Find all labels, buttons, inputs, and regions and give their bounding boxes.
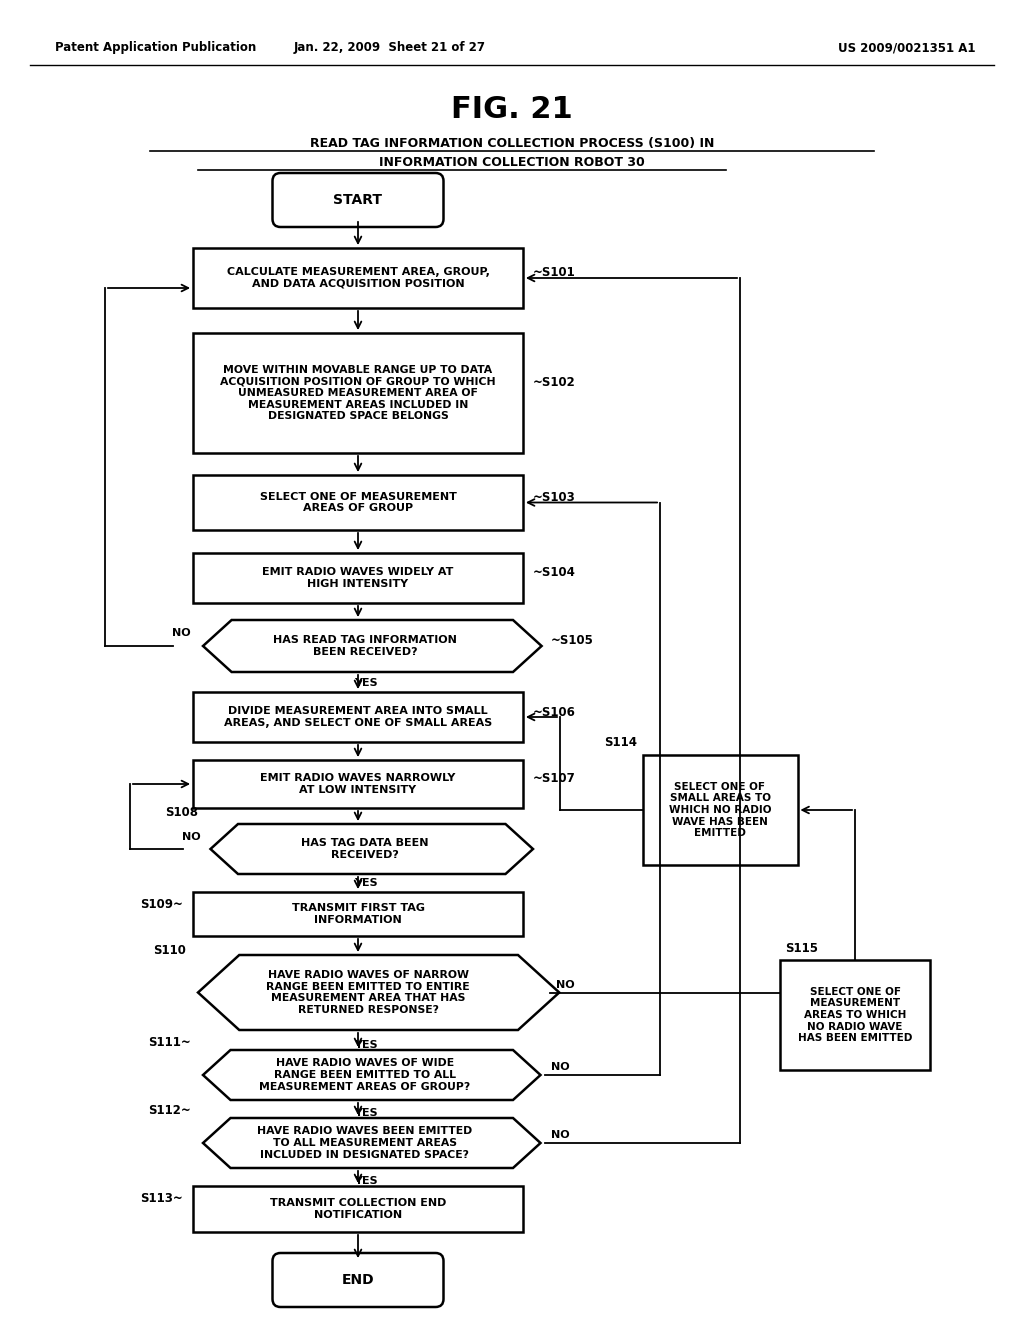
- Text: SELECT ONE OF MEASUREMENT
AREAS OF GROUP: SELECT ONE OF MEASUREMENT AREAS OF GROUP: [259, 492, 457, 513]
- Text: INFORMATION COLLECTION ROBOT 30: INFORMATION COLLECTION ROBOT 30: [379, 156, 645, 169]
- Text: US 2009/0021351 A1: US 2009/0021351 A1: [838, 41, 975, 54]
- FancyBboxPatch shape: [193, 760, 523, 808]
- Text: START: START: [334, 193, 383, 207]
- Text: S108: S108: [166, 805, 199, 818]
- Text: S112~: S112~: [148, 1104, 191, 1117]
- Text: ~S106: ~S106: [534, 705, 575, 718]
- FancyBboxPatch shape: [193, 333, 523, 453]
- FancyBboxPatch shape: [193, 892, 523, 936]
- Polygon shape: [203, 1049, 541, 1100]
- Text: HAS TAG DATA BEEN
RECEIVED?: HAS TAG DATA BEEN RECEIVED?: [301, 838, 429, 859]
- Text: CALCULATE MEASUREMENT AREA, GROUP,
AND DATA ACQUISITION POSITION: CALCULATE MEASUREMENT AREA, GROUP, AND D…: [226, 267, 489, 289]
- Text: NO: NO: [556, 979, 574, 990]
- Text: NO: NO: [551, 1130, 569, 1140]
- FancyBboxPatch shape: [193, 475, 523, 531]
- Text: HAVE RADIO WAVES OF NARROW
RANGE BEEN EMITTED TO ENTIRE
MEASUREMENT AREA THAT HA: HAVE RADIO WAVES OF NARROW RANGE BEEN EM…: [266, 970, 470, 1015]
- Text: Jan. 22, 2009  Sheet 21 of 27: Jan. 22, 2009 Sheet 21 of 27: [294, 41, 486, 54]
- Text: DIVIDE MEASUREMENT AREA INTO SMALL
AREAS, AND SELECT ONE OF SMALL AREAS: DIVIDE MEASUREMENT AREA INTO SMALL AREAS…: [224, 706, 493, 727]
- Text: S113~: S113~: [140, 1192, 183, 1205]
- Text: TRANSMIT COLLECTION END
NOTIFICATION: TRANSMIT COLLECTION END NOTIFICATION: [269, 1199, 446, 1220]
- Text: READ TAG INFORMATION COLLECTION PROCESS (S100) IN: READ TAG INFORMATION COLLECTION PROCESS …: [310, 136, 714, 149]
- Text: ~S101: ~S101: [534, 267, 575, 280]
- Text: YES: YES: [354, 878, 378, 888]
- Text: TRANSMIT FIRST TAG
INFORMATION: TRANSMIT FIRST TAG INFORMATION: [292, 903, 425, 925]
- Text: FIG. 21: FIG. 21: [452, 95, 572, 124]
- FancyBboxPatch shape: [780, 960, 930, 1071]
- Text: EMIT RADIO WAVES WIDELY AT
HIGH INTENSITY: EMIT RADIO WAVES WIDELY AT HIGH INTENSIT…: [262, 568, 454, 589]
- Text: S111~: S111~: [148, 1035, 191, 1048]
- Text: HAVE RADIO WAVES OF WIDE
RANGE BEEN EMITTED TO ALL
MEASUREMENT AREAS OF GROUP?: HAVE RADIO WAVES OF WIDE RANGE BEEN EMIT…: [259, 1059, 470, 1092]
- Text: HAVE RADIO WAVES BEEN EMITTED
TO ALL MEASUREMENT AREAS
INCLUDED IN DESIGNATED SP: HAVE RADIO WAVES BEEN EMITTED TO ALL MEA…: [257, 1126, 472, 1159]
- Text: ~S102: ~S102: [534, 376, 575, 389]
- FancyBboxPatch shape: [272, 173, 443, 227]
- Text: Patent Application Publication: Patent Application Publication: [55, 41, 256, 54]
- FancyBboxPatch shape: [272, 1253, 443, 1307]
- Text: EMIT RADIO WAVES NARROWLY
AT LOW INTENSITY: EMIT RADIO WAVES NARROWLY AT LOW INTENSI…: [260, 774, 456, 795]
- Polygon shape: [198, 954, 559, 1030]
- Text: S110: S110: [154, 944, 186, 957]
- Text: SELECT ONE OF
SMALL AREAS TO
WHICH NO RADIO
WAVE HAS BEEN
EMITTED: SELECT ONE OF SMALL AREAS TO WHICH NO RA…: [669, 781, 771, 838]
- Text: ~S104: ~S104: [534, 566, 575, 579]
- Text: NO: NO: [551, 1063, 569, 1072]
- Text: MOVE WITHIN MOVABLE RANGE UP TO DATA
ACQUISITION POSITION OF GROUP TO WHICH
UNME: MOVE WITHIN MOVABLE RANGE UP TO DATA ACQ…: [220, 364, 496, 421]
- Text: END: END: [342, 1272, 375, 1287]
- Text: SELECT ONE OF
MEASUREMENT
AREAS TO WHICH
NO RADIO WAVE
HAS BEEN EMITTED: SELECT ONE OF MEASUREMENT AREAS TO WHICH…: [798, 987, 912, 1043]
- FancyBboxPatch shape: [193, 692, 523, 742]
- FancyBboxPatch shape: [193, 553, 523, 603]
- FancyBboxPatch shape: [642, 755, 798, 865]
- Text: HAS READ TAG INFORMATION
BEEN RECEIVED?: HAS READ TAG INFORMATION BEEN RECEIVED?: [273, 635, 457, 657]
- Polygon shape: [203, 620, 542, 672]
- Text: NO: NO: [182, 832, 201, 842]
- Text: YES: YES: [354, 1107, 378, 1118]
- FancyBboxPatch shape: [193, 248, 523, 308]
- Text: S114: S114: [604, 737, 638, 750]
- Text: ~S105: ~S105: [551, 635, 594, 648]
- Text: NO: NO: [172, 628, 191, 638]
- Text: YES: YES: [354, 678, 378, 688]
- Text: S115: S115: [785, 941, 818, 954]
- Text: ~S107: ~S107: [534, 772, 575, 785]
- Text: YES: YES: [354, 1176, 378, 1185]
- Text: YES: YES: [354, 1040, 378, 1049]
- Polygon shape: [203, 1118, 541, 1168]
- Text: S109~: S109~: [140, 898, 183, 911]
- Polygon shape: [211, 824, 534, 874]
- FancyBboxPatch shape: [193, 1185, 523, 1232]
- Text: ~S103: ~S103: [534, 491, 575, 504]
